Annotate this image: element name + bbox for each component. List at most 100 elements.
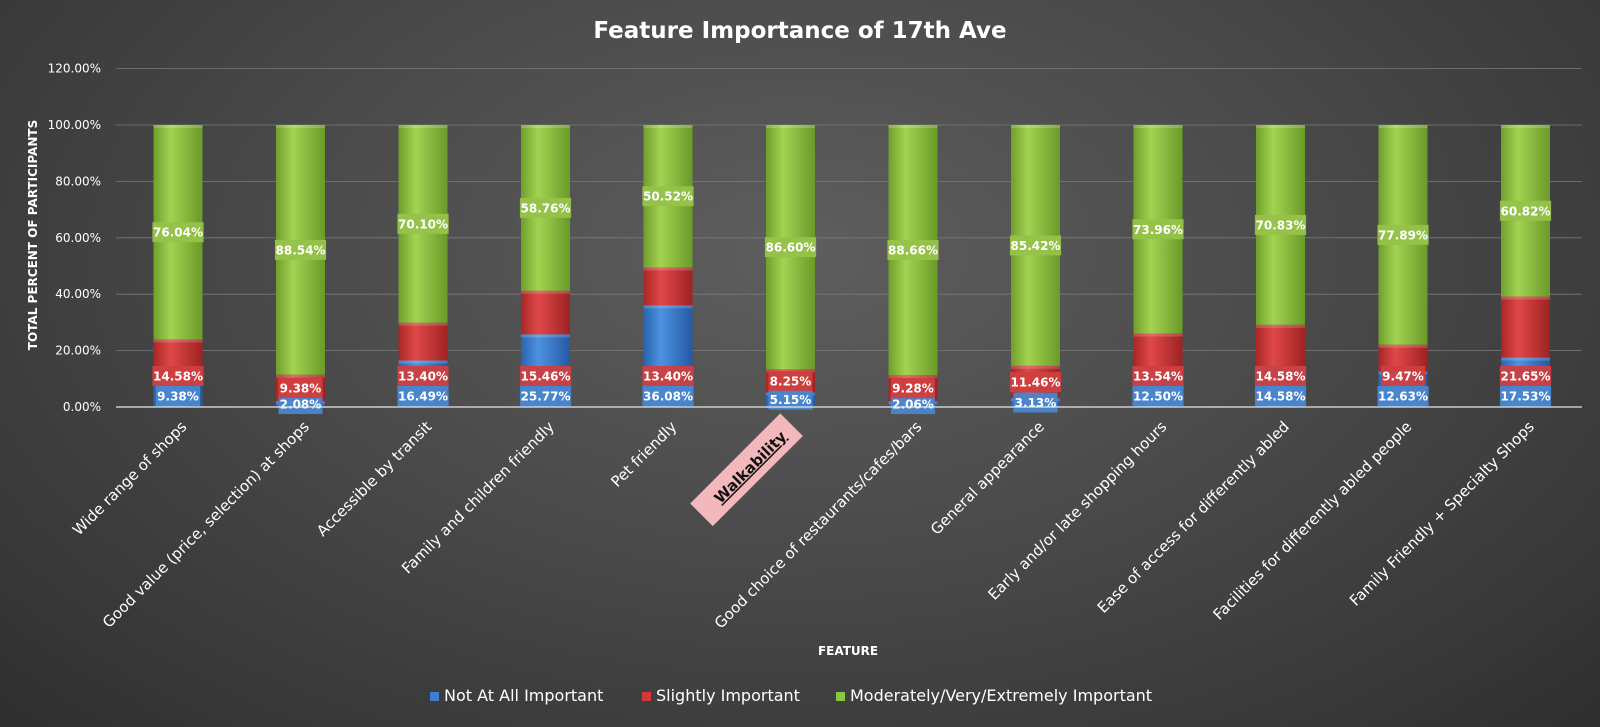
data-label-bg: [764, 237, 817, 258]
data-label: 2.06%: [892, 398, 934, 412]
data-label-bg: [891, 378, 935, 399]
data-label: 88.66%: [888, 244, 938, 258]
data-label: 2.08%: [280, 398, 322, 412]
data-labels: 9.38% 14.58% 76.04% 2.08% 9.38% 88.54% 16.49% 1…: [152, 186, 1552, 415]
x-tick-label: Walkability: [711, 427, 791, 507]
bar-segment-slightly-important: [643, 267, 693, 306]
bar-bevel: [888, 375, 938, 379]
data-label-bg: [1499, 366, 1552, 386]
bar-bevel: [1256, 324, 1305, 328]
bar-segment-slightly-important: [398, 322, 448, 361]
y-tick-label: 20.00%: [55, 344, 101, 358]
y-axis-title: TOTAL PERCENT OF PARTICIPANTS: [26, 120, 40, 350]
bars: [153, 124, 1550, 407]
bar-bevel: [1501, 296, 1550, 300]
bar-segment-slightly-important: [1133, 333, 1183, 372]
data-label: 14.58%: [1256, 390, 1306, 404]
legend-swatch: [642, 692, 651, 701]
data-label-bg: [1499, 200, 1552, 221]
bar-bevel: [1256, 125, 1305, 129]
data-label: 70.83%: [1256, 218, 1306, 232]
data-label-bg: [152, 222, 204, 243]
x-tick-label-group: Wide range of shops: [69, 418, 190, 539]
data-label-bg: [1381, 366, 1425, 386]
legend-swatch: [836, 692, 845, 701]
bar-bevel: [643, 125, 693, 128]
data-label: 14.58%: [153, 370, 203, 384]
data-label-bg: [519, 366, 572, 386]
data-label-bg: [1499, 386, 1552, 406]
bar-bevel: [521, 334, 570, 338]
x-tick-label: Good value (price, selection) at shops: [99, 418, 313, 632]
data-label-bg: [1132, 366, 1184, 386]
data-label: 58.76%: [521, 201, 571, 215]
data-label: 85.42%: [1011, 239, 1061, 253]
data-label: 73.96%: [1133, 223, 1183, 237]
bar-bevel: [1501, 357, 1550, 361]
data-label: 86.60%: [766, 241, 816, 255]
highlight-box: [690, 413, 803, 527]
data-label-bg: [397, 366, 449, 386]
data-label-bg: [397, 213, 449, 234]
data-label-bg: [278, 394, 323, 415]
data-label-bg: [152, 366, 204, 386]
x-tick-label: Facilities for differently abled people: [1209, 418, 1415, 624]
data-label: 50.52%: [643, 190, 693, 204]
bar-bevel: [1133, 125, 1183, 128]
bar-bevel: [521, 290, 570, 294]
data-label-bg: [642, 366, 694, 386]
data-label: 76.04%: [153, 226, 203, 240]
data-label-bg: [1009, 372, 1062, 393]
data-label-bg: [519, 386, 572, 406]
legend: Not At All Important Slightly Important Mo…: [430, 686, 1152, 705]
y-tick-label: 0.00%: [63, 400, 101, 414]
legend-entry: Not At All Important: [444, 686, 603, 705]
bar-bevel: [276, 374, 325, 378]
bar-segment-slightly-important: [521, 290, 570, 335]
chart-title: Feature Importance of 17th Ave: [593, 18, 1006, 44]
data-label-bg: [1377, 386, 1429, 406]
data-label: 5.15%: [770, 393, 812, 407]
data-label: 70.10%: [398, 217, 448, 231]
x-tick-label-group: Pet friendly: [607, 418, 680, 491]
legend-swatch: [430, 692, 439, 701]
data-label: 9.47%: [1382, 370, 1424, 384]
bar-bevel: [1011, 124, 1060, 128]
bar-bevel: [521, 125, 570, 129]
y-tick-label: 40.00%: [55, 287, 101, 301]
y-tick-label: 80.00%: [55, 174, 101, 188]
bar-segment-slightly-important: [1501, 296, 1550, 358]
data-label: 12.50%: [1133, 390, 1183, 404]
data-label: 16.49%: [398, 390, 448, 404]
x-tick-label-group: Accessible by transit: [313, 418, 435, 540]
data-label-bg: [519, 197, 572, 218]
x-axis-title: FEATURE: [818, 644, 878, 658]
data-label: 77.89%: [1378, 228, 1428, 242]
x-tick-label: Wide range of shops: [69, 418, 190, 539]
data-label: 12.63%: [1378, 390, 1428, 404]
data-label: 88.54%: [276, 243, 326, 257]
data-label-bg: [1254, 386, 1307, 406]
data-label: 36.08%: [643, 390, 693, 404]
bar-bevel: [643, 267, 693, 271]
data-label: 25.77%: [521, 390, 571, 404]
data-label-bg: [891, 394, 935, 415]
data-label: 13.40%: [398, 370, 448, 384]
data-label-bg: [1254, 366, 1307, 386]
x-tick-label-group: Good value (price, selection) at shops: [99, 418, 313, 632]
x-tick-label-group: Facilities for differently abled people: [1209, 418, 1415, 624]
y-tick-label: 60.00%: [55, 231, 101, 245]
bar-bevel: [398, 125, 448, 129]
data-label-bg: [397, 386, 449, 406]
bar-bevel: [153, 125, 203, 128]
data-label: 8.25%: [770, 374, 812, 388]
data-label: 9.28%: [892, 382, 934, 396]
legend-entry: Slightly Important: [656, 686, 800, 705]
y-tick-label: 120.00%: [48, 62, 101, 76]
x-tick-label-group: Ease of access for differently abled: [1094, 418, 1293, 617]
x-tick-label: Good choice of restaurants/cafes/bars: [711, 418, 926, 633]
data-label: 9.38%: [280, 381, 322, 395]
y-tick-label: 100.00%: [48, 118, 101, 132]
data-label-bg: [887, 240, 939, 261]
bar-bevel: [398, 360, 448, 364]
